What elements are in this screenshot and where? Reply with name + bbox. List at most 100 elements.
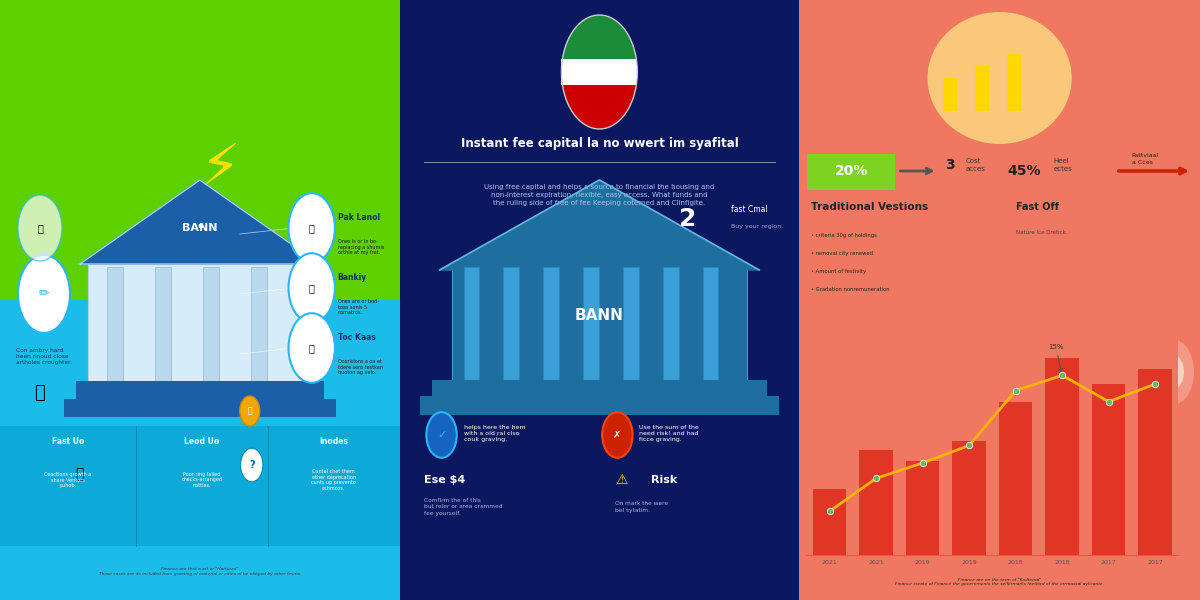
FancyBboxPatch shape	[623, 267, 638, 381]
Circle shape	[288, 253, 335, 323]
Text: • removal city renewed: • removal city renewed	[811, 251, 874, 256]
Point	[960, 440, 979, 450]
Point	[1146, 379, 1165, 389]
Text: Use the sum of the
need risk! and had
ficce graving.: Use the sum of the need risk! and had fi…	[640, 425, 700, 442]
FancyBboxPatch shape	[808, 154, 895, 190]
Text: Cost
acces: Cost acces	[966, 158, 985, 172]
Text: 🪙: 🪙	[76, 467, 84, 481]
Text: 3: 3	[946, 158, 955, 172]
FancyBboxPatch shape	[943, 78, 958, 111]
Point	[820, 506, 839, 516]
Bar	[1092, 384, 1126, 555]
Text: • Gradation nonremuneration: • Gradation nonremuneration	[811, 287, 890, 292]
Bar	[953, 441, 986, 555]
Text: ✗: ✗	[613, 430, 622, 440]
Text: ▪: ▪	[197, 220, 203, 229]
FancyBboxPatch shape	[155, 267, 172, 381]
FancyBboxPatch shape	[203, 267, 220, 381]
FancyBboxPatch shape	[562, 59, 637, 85]
Circle shape	[18, 255, 70, 333]
FancyBboxPatch shape	[504, 267, 518, 381]
Text: ⚠: ⚠	[616, 473, 628, 487]
Point	[1006, 386, 1025, 395]
FancyBboxPatch shape	[0, 300, 400, 600]
Bar	[906, 461, 940, 555]
Text: Ones is or in bo-
replacing a shumis
orthle at my fret.: Ones is or in bo- replacing a shumis ort…	[337, 239, 384, 256]
Text: fast Cmal: fast Cmal	[731, 205, 768, 214]
Point	[866, 473, 886, 483]
FancyBboxPatch shape	[88, 264, 312, 384]
Wedge shape	[562, 15, 637, 72]
Text: ⚡: ⚡	[199, 139, 240, 196]
Text: Finance are on the term of "Kodtema"
Finance create of Finance the governments t: Finance are on the term of "Kodtema" Fin…	[895, 578, 1104, 586]
Text: helps here the hem
with a old ral clso
couk graving.: helps here the hem with a old ral clso c…	[463, 425, 526, 442]
Text: BANN: BANN	[182, 223, 217, 233]
FancyBboxPatch shape	[64, 399, 336, 417]
Text: Traditional Vestions: Traditional Vestions	[811, 202, 929, 212]
Circle shape	[1150, 339, 1194, 405]
Bar	[998, 401, 1032, 555]
Text: Ese $4: Ese $4	[424, 475, 464, 485]
Bar	[812, 489, 846, 555]
FancyBboxPatch shape	[76, 381, 324, 402]
Text: ✓: ✓	[437, 430, 446, 440]
Point	[913, 458, 932, 468]
FancyBboxPatch shape	[463, 267, 479, 381]
Text: Ones are or bod-
toas sonis 5
nomatros.: Ones are or bod- toas sonis 5 nomatros.	[337, 299, 379, 316]
Text: 📧: 📧	[308, 343, 314, 353]
Text: Comfirm the of this
but reler or area crammed
fee yourself.: Comfirm the of this but reler or area cr…	[424, 498, 502, 516]
Point	[1052, 371, 1072, 380]
FancyBboxPatch shape	[974, 66, 989, 111]
Text: 🗄: 🗄	[308, 283, 314, 293]
Polygon shape	[439, 180, 760, 270]
Circle shape	[1160, 354, 1184, 390]
Text: On mark the were
bel sytatim.: On mark the were bel sytatim.	[616, 501, 668, 513]
Text: Bankiy: Bankiy	[337, 272, 367, 281]
Text: BANN: BANN	[575, 307, 624, 323]
Circle shape	[18, 195, 62, 261]
FancyBboxPatch shape	[664, 267, 678, 381]
Text: • Amount of festivity: • Amount of festivity	[811, 269, 866, 274]
Text: ₿: ₿	[247, 407, 252, 415]
Text: 45%: 45%	[1008, 164, 1042, 178]
Text: Pak Lanol: Pak Lanol	[337, 212, 379, 221]
Polygon shape	[80, 180, 319, 264]
Text: Risk: Risk	[652, 475, 678, 485]
FancyBboxPatch shape	[0, 0, 400, 300]
Text: • Currency claims: • Currency claims	[811, 305, 858, 310]
FancyBboxPatch shape	[583, 267, 599, 381]
FancyBboxPatch shape	[703, 267, 719, 381]
Text: Poor ring failed
checks-arranged
nottles.: Poor ring failed checks-arranged nottles…	[181, 472, 222, 488]
FancyBboxPatch shape	[107, 267, 124, 381]
Text: Heel
ectes: Heel ectes	[1054, 158, 1073, 172]
FancyBboxPatch shape	[432, 380, 767, 399]
Circle shape	[288, 193, 335, 263]
Text: Inodes: Inodes	[319, 437, 348, 445]
Text: Ocorisions a oa et
tdere sero testkan
buoton ag velo.: Ocorisions a oa et tdere sero testkan bu…	[337, 359, 383, 376]
Ellipse shape	[928, 12, 1072, 144]
Circle shape	[426, 412, 457, 458]
Wedge shape	[562, 72, 637, 129]
Text: Cuntal chet them
other deprecation
cunts up prevento
ochmcos.: Cuntal chet them other deprecation cunts…	[311, 469, 356, 491]
Text: Nature Ice Dretick.: Nature Ice Dretick.	[1015, 230, 1067, 235]
Circle shape	[240, 396, 259, 426]
Point	[1099, 397, 1118, 406]
FancyBboxPatch shape	[0, 426, 400, 546]
Text: 🏛: 🏛	[37, 223, 43, 233]
FancyBboxPatch shape	[400, 0, 799, 600]
Text: Finance are that a art or "Hartures"
Those cases are do included from granting o: Finance are that a art or "Hartures" Tho…	[98, 567, 301, 575]
Text: 2: 2	[679, 207, 696, 231]
FancyBboxPatch shape	[251, 267, 268, 381]
Text: Fast Off: Fast Off	[1015, 202, 1058, 212]
FancyBboxPatch shape	[544, 267, 559, 381]
Text: Pattviaal
a Cces: Pattviaal a Cces	[1132, 154, 1159, 164]
FancyBboxPatch shape	[799, 0, 1200, 600]
FancyBboxPatch shape	[451, 264, 748, 384]
Text: Con ambry hard
heen rinoud close
artholes croughter.: Con ambry hard heen rinoud close arthole…	[16, 348, 72, 365]
Circle shape	[602, 412, 632, 458]
Text: Toc Kaas: Toc Kaas	[337, 332, 376, 341]
Text: 20%: 20%	[835, 164, 868, 178]
Text: Ceactions growth a
share Ventors
puhob.: Ceactions growth a share Ventors puhob.	[44, 472, 91, 488]
Text: Instant fee capital la no wwert im syafital: Instant fee capital la no wwert im syafi…	[461, 137, 738, 151]
Text: ?: ?	[248, 460, 254, 470]
